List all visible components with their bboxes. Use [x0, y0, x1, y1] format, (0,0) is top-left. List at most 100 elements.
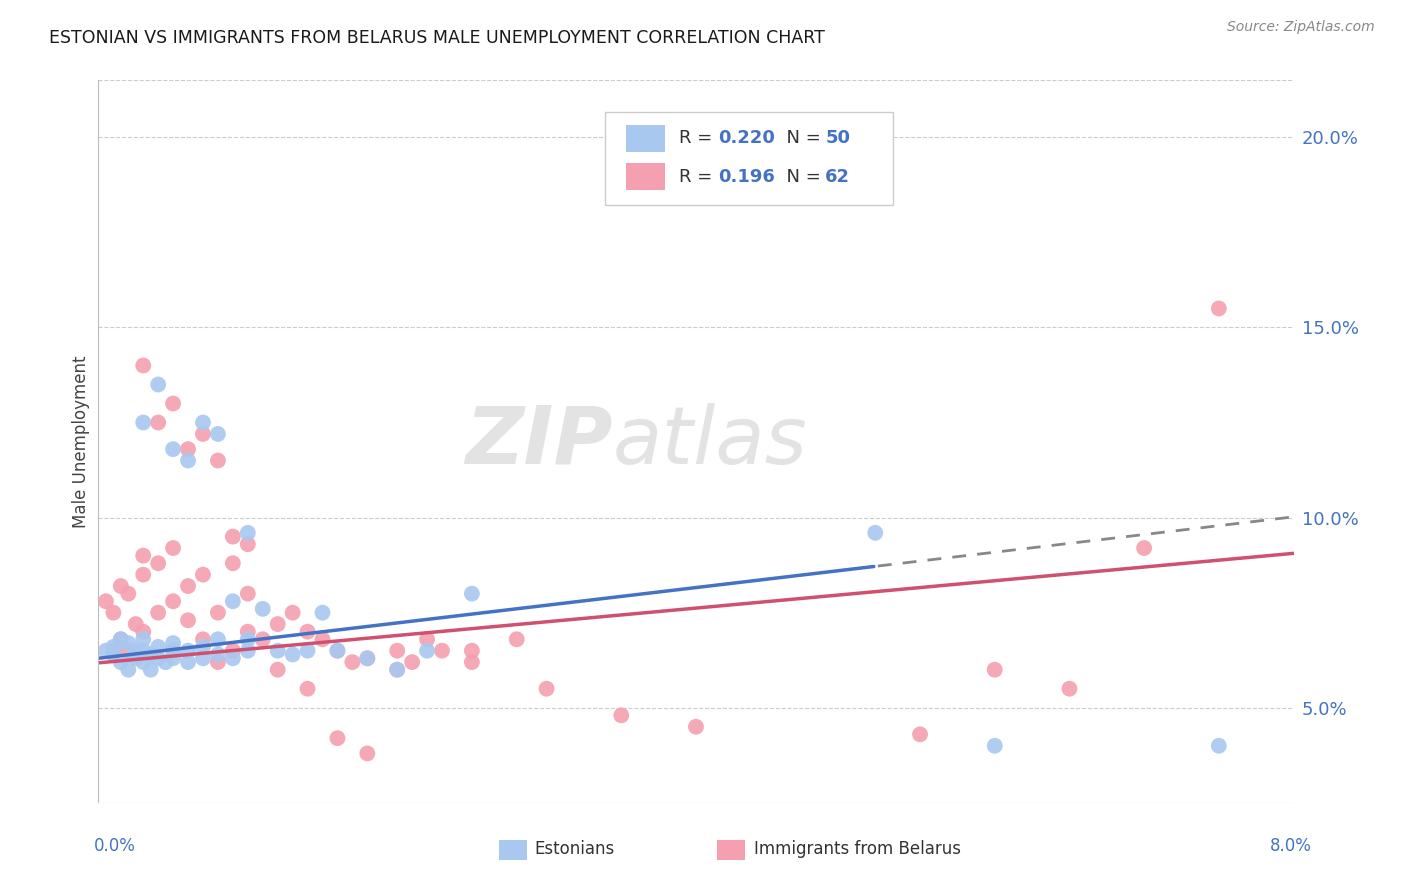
Point — [207, 453, 229, 467]
Point — [177, 579, 200, 593]
Point — [461, 655, 484, 669]
Point — [236, 537, 259, 551]
Text: Immigrants from Belarus: Immigrants from Belarus — [754, 840, 960, 858]
Point — [401, 655, 423, 669]
Point — [356, 747, 378, 761]
Text: Estonians: Estonians — [534, 840, 614, 858]
Point — [103, 648, 125, 662]
Point — [267, 617, 290, 632]
Point — [148, 556, 170, 570]
Point — [148, 606, 170, 620]
Point — [297, 624, 319, 639]
Point — [110, 579, 132, 593]
Point — [125, 617, 148, 632]
Point — [103, 606, 125, 620]
Point — [139, 648, 162, 662]
Text: Source: ZipAtlas.com: Source: ZipAtlas.com — [1227, 20, 1375, 34]
Point — [162, 636, 184, 650]
Point — [236, 525, 259, 540]
Point — [132, 416, 155, 430]
Point — [177, 613, 200, 627]
Point — [297, 643, 319, 657]
Point — [236, 587, 259, 601]
Point — [191, 651, 214, 665]
Point — [110, 655, 132, 669]
Point — [191, 632, 214, 647]
Point — [1208, 739, 1230, 753]
Text: R =: R = — [679, 168, 718, 186]
Point — [356, 651, 378, 665]
Point — [191, 426, 214, 441]
Point — [267, 643, 290, 657]
Text: 0.0%: 0.0% — [94, 837, 136, 855]
Point — [191, 416, 214, 430]
Text: N =: N = — [775, 168, 827, 186]
Point — [177, 655, 200, 669]
Point — [132, 624, 155, 639]
Point — [385, 663, 409, 677]
Point — [162, 651, 184, 665]
Point — [865, 525, 887, 540]
Point — [461, 587, 484, 601]
Point — [1059, 681, 1081, 696]
Point — [148, 640, 170, 654]
Point — [252, 632, 274, 647]
Point — [685, 720, 707, 734]
Text: 0.196: 0.196 — [718, 168, 775, 186]
Point — [236, 643, 259, 657]
Point — [117, 636, 139, 650]
Point — [132, 359, 155, 373]
Text: 0.220: 0.220 — [718, 129, 775, 147]
Point — [177, 442, 200, 457]
Point — [311, 632, 333, 647]
Point — [103, 640, 125, 654]
Point — [125, 651, 148, 665]
Point — [148, 416, 170, 430]
Point — [162, 594, 184, 608]
Point — [222, 651, 245, 665]
Point — [162, 643, 184, 657]
Text: ESTONIAN VS IMMIGRANTS FROM BELARUS MALE UNEMPLOYMENT CORRELATION CHART: ESTONIAN VS IMMIGRANTS FROM BELARUS MALE… — [49, 29, 825, 46]
Point — [1208, 301, 1230, 316]
Point — [984, 663, 1007, 677]
Point — [297, 681, 319, 696]
Point — [191, 640, 214, 654]
Point — [326, 731, 349, 746]
Point — [207, 648, 229, 662]
Text: 62: 62 — [825, 168, 851, 186]
Point — [222, 556, 245, 570]
Point — [342, 655, 364, 669]
Point — [132, 632, 155, 647]
Point — [177, 643, 200, 657]
Point — [117, 587, 139, 601]
Point — [536, 681, 558, 696]
Point — [139, 663, 162, 677]
Point — [94, 643, 117, 657]
Text: N =: N = — [775, 129, 827, 147]
Point — [222, 530, 245, 544]
Point — [356, 651, 378, 665]
Point — [311, 606, 333, 620]
Point — [94, 594, 117, 608]
Point — [984, 739, 1007, 753]
Point — [162, 396, 184, 410]
Point — [1133, 541, 1156, 555]
Point — [177, 453, 200, 467]
Text: R =: R = — [679, 129, 718, 147]
Point — [385, 643, 409, 657]
Point — [461, 643, 484, 657]
Point — [326, 643, 349, 657]
Point — [281, 648, 304, 662]
Point — [385, 663, 409, 677]
Point — [148, 377, 170, 392]
Point — [132, 643, 155, 657]
Point — [252, 602, 274, 616]
Point — [117, 663, 139, 677]
Point — [416, 632, 439, 647]
Point — [162, 643, 184, 657]
Text: atlas: atlas — [613, 402, 807, 481]
Point — [132, 567, 155, 582]
Point — [326, 643, 349, 657]
Point — [162, 541, 184, 555]
Point — [132, 655, 155, 669]
